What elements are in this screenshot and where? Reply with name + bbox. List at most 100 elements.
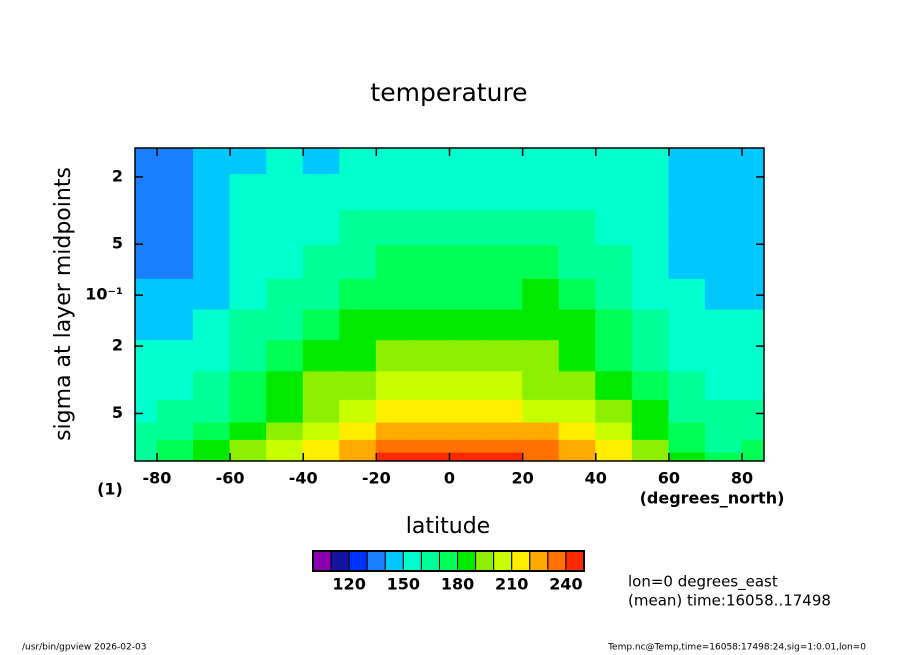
contour-cell (302, 422, 341, 441)
contour-cell (449, 399, 487, 424)
contour-cell (595, 210, 633, 247)
contour-cell (135, 278, 158, 311)
contour-cell (339, 452, 377, 461)
contour-cell (704, 452, 743, 461)
contour-cell (741, 148, 764, 176)
contour-cell (266, 210, 304, 247)
contour-cell (668, 278, 706, 311)
contour-cell (193, 210, 231, 247)
contour-cell (339, 399, 377, 424)
contour-cell (558, 278, 597, 311)
annotation: lon=0 degrees_east (628, 573, 778, 592)
x-tick-label: 20 (512, 469, 534, 488)
contour-cell (229, 399, 268, 424)
contour-cell (595, 452, 633, 461)
contour-cell (485, 439, 524, 454)
contour-cell (631, 422, 670, 441)
contour-cell (485, 245, 524, 280)
contour-field (135, 148, 764, 461)
contour-cell (522, 422, 560, 441)
contour-cell (485, 148, 524, 176)
contour-cell (302, 309, 341, 342)
contour-cell (193, 245, 231, 280)
contour-cell (631, 245, 670, 280)
contour-cell (135, 245, 158, 280)
contour-cell (412, 210, 450, 247)
contour-cell (266, 309, 304, 342)
contour-cell (522, 245, 560, 280)
contour-cell (156, 245, 195, 280)
contour-cell (156, 148, 195, 176)
contour-cell (485, 309, 524, 342)
contour-cell (302, 245, 341, 280)
contour-cell (631, 439, 670, 454)
colorbar-box (348, 550, 368, 572)
contour-cell (558, 340, 597, 373)
contour-cell (741, 439, 764, 454)
contour-cell (449, 371, 487, 401)
colorbar-box (547, 550, 567, 572)
contour-cell (595, 340, 633, 373)
contour-cell (741, 452, 764, 461)
contour-cell (522, 174, 560, 212)
contour-cell (266, 148, 304, 176)
contour-cell (375, 278, 414, 311)
contour-cell (229, 148, 268, 176)
contour-cell (522, 439, 560, 454)
contour-cell (449, 340, 487, 373)
colorbar-frame (312, 550, 585, 572)
contour-cell (522, 399, 560, 424)
contour-cell (522, 309, 560, 342)
contour-cell (412, 452, 450, 461)
contour-cell (375, 309, 414, 342)
y-tick-label: 10⁻¹ (85, 285, 123, 304)
contour-cell (485, 210, 524, 247)
x-tick-label: -80 (142, 469, 171, 488)
contour-cell (135, 210, 158, 247)
contour-cell (339, 422, 377, 441)
contour-cell (229, 340, 268, 373)
annotation: (mean) time:16058..17498 (628, 592, 831, 610)
contour-cell (668, 309, 706, 342)
contour-cell (522, 278, 560, 311)
contour-cell (302, 210, 341, 247)
colorbar-tick-label: 180 (441, 575, 474, 594)
footer: /usr/bin/gpview 2026-02-03 (22, 643, 146, 653)
contour-cell (302, 174, 341, 212)
contour-cell (193, 439, 231, 454)
contour-cell (266, 340, 304, 373)
contour-cell (193, 148, 231, 176)
contour-cell (741, 174, 764, 212)
contour-cell (631, 452, 670, 461)
contour-cell (339, 371, 377, 401)
contour-cell (631, 340, 670, 373)
contour-cell (339, 439, 377, 454)
contour-cell (449, 174, 487, 212)
contour-cell (339, 309, 377, 342)
contour-cell (668, 245, 706, 280)
contour-cell (156, 210, 195, 247)
contour-cell (302, 371, 341, 401)
contour-cell (266, 278, 304, 311)
contour-cell (229, 422, 268, 441)
contour-cell (631, 278, 670, 311)
colorbar-box (312, 550, 332, 572)
contour-cell (668, 452, 706, 461)
contour-cell (193, 278, 231, 311)
colorbar-box (420, 550, 440, 572)
contour-cell (156, 278, 195, 311)
contour-cell (375, 174, 414, 212)
contour-cell (449, 309, 487, 342)
contour-cell (631, 148, 670, 176)
contour-cell (631, 309, 670, 342)
contour-cell (704, 174, 743, 212)
chart-title: temperature (370, 78, 527, 107)
contour-cell (449, 452, 487, 461)
contour-cell (485, 452, 524, 461)
contour-cell (631, 210, 670, 247)
contour-cell (522, 210, 560, 247)
contour-cell (485, 278, 524, 311)
contour-cell (156, 371, 195, 401)
contour-cell (704, 245, 743, 280)
